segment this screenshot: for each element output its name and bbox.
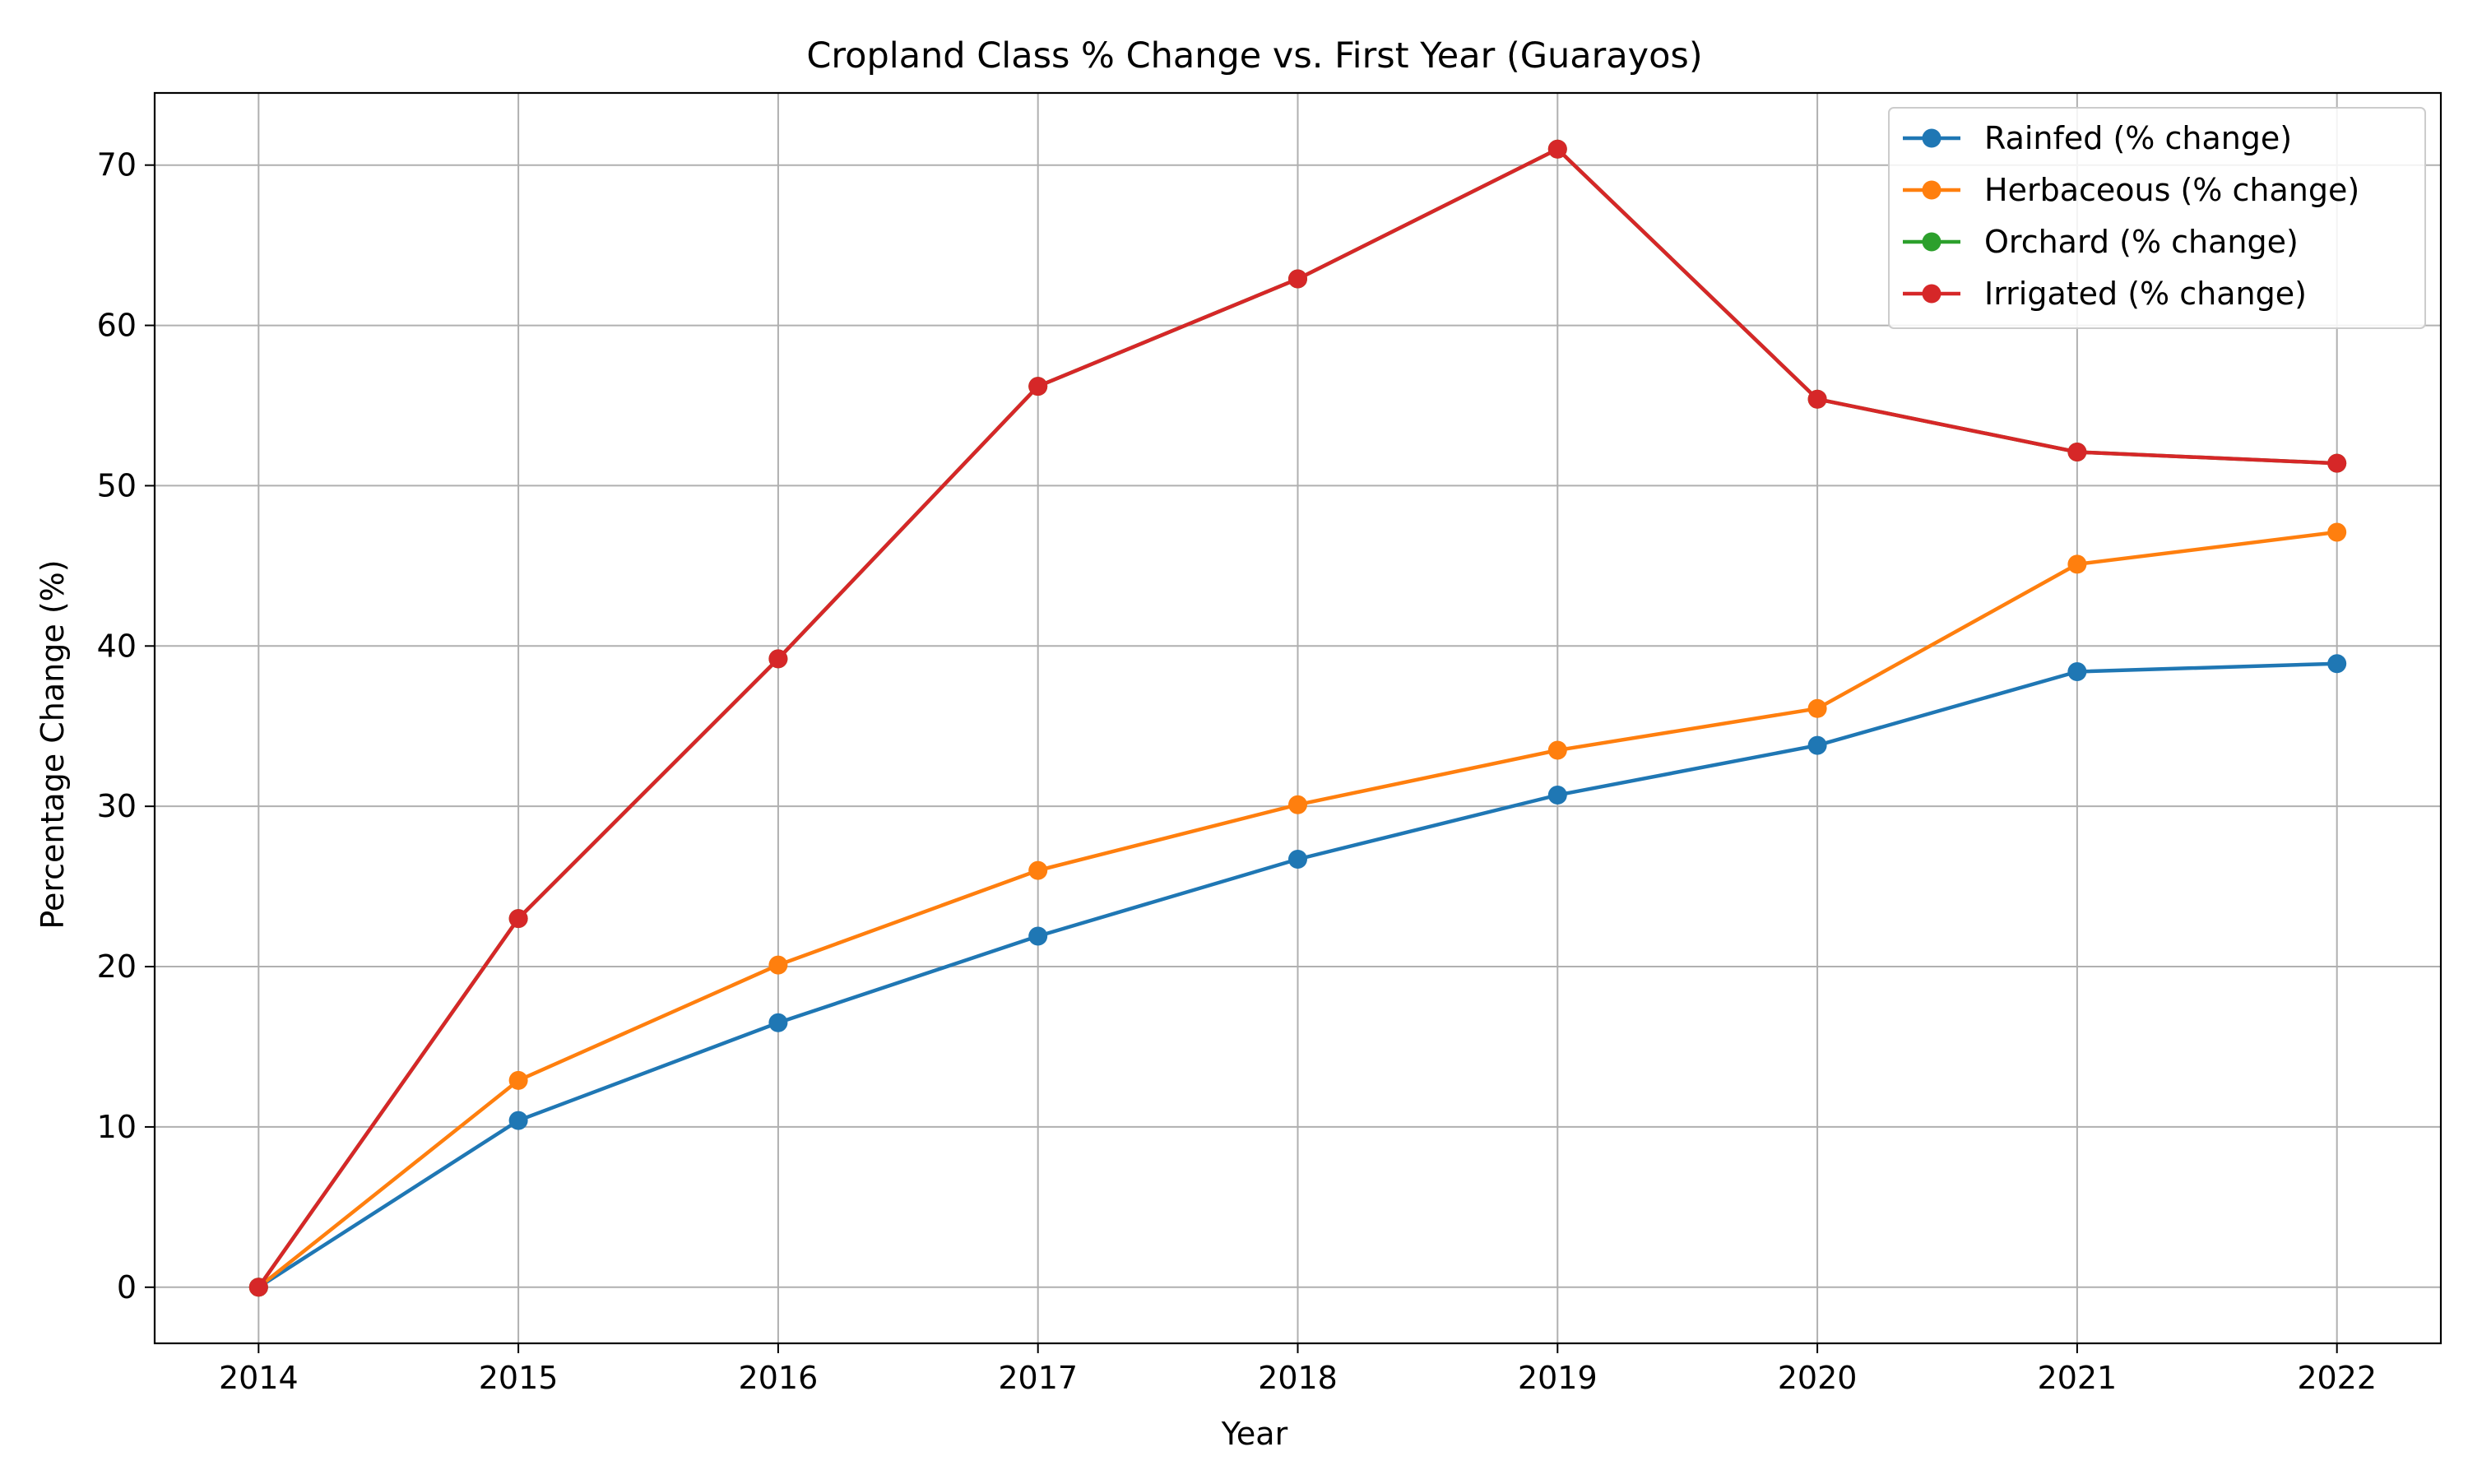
y-tick-label: 20 — [97, 948, 137, 985]
data-point — [2327, 654, 2347, 674]
data-point — [1288, 269, 1307, 289]
legend-item: Orchard (% change) — [1903, 224, 2299, 260]
y-tick-label: 0 — [117, 1269, 137, 1305]
legend-swatch-marker — [1922, 284, 1941, 304]
data-point — [1807, 698, 1827, 718]
legend-swatch-marker — [1922, 232, 1941, 252]
x-tick-label: 2015 — [479, 1360, 559, 1396]
legend-box — [1888, 107, 2426, 329]
data-point — [768, 649, 788, 669]
data-point — [1547, 740, 1567, 760]
data-point — [1288, 849, 1307, 869]
data-point — [2327, 522, 2347, 542]
y-tick-label: 40 — [97, 628, 137, 664]
data-point — [768, 955, 788, 975]
data-point — [1288, 795, 1307, 814]
data-point — [1547, 786, 1567, 805]
data-point — [1547, 139, 1567, 159]
data-point — [1028, 377, 1048, 397]
y-tick-label: 10 — [97, 1109, 137, 1145]
legend-label: Orchard (% change) — [1984, 224, 2299, 260]
legend-item: Rainfed (% change) — [1903, 120, 2292, 156]
legend-swatch-marker — [1922, 128, 1941, 148]
y-tick-label: 70 — [97, 147, 137, 183]
data-point — [2327, 453, 2347, 473]
x-tick-label: 2022 — [2297, 1360, 2377, 1396]
series-layer — [248, 139, 2347, 1297]
data-point — [2067, 554, 2087, 574]
x-tick-label: 2020 — [1778, 1360, 1858, 1396]
data-point — [1807, 389, 1827, 409]
data-point — [2067, 443, 2087, 462]
y-tick-label: 30 — [97, 788, 137, 824]
data-point — [508, 909, 528, 929]
axis-layer: 2014 2015 2016 2017 2018 2019 2020 2021 2022 0 10 2… — [97, 147, 2377, 1396]
data-point — [1028, 860, 1048, 880]
x-tick-label: 2016 — [739, 1360, 819, 1396]
data-point — [1028, 926, 1048, 946]
legend-item: Herbaceous (% change) — [1903, 172, 2359, 208]
x-tick-label: 2018 — [1258, 1360, 1338, 1396]
y-axis-label: Percentage Change (%) — [35, 559, 71, 929]
chart-title: Cropland Class % Change vs. First Year (… — [806, 35, 1702, 77]
legend: Rainfed (% change) Herbaceous (% change) O… — [1888, 107, 2426, 329]
x-axis-label: Year — [1221, 1416, 1288, 1452]
legend-label: Herbaceous (% change) — [1984, 172, 2359, 208]
y-tick-label: 60 — [97, 308, 137, 344]
x-tick-label: 2021 — [2038, 1360, 2118, 1396]
data-point — [508, 1111, 528, 1130]
y-tick-label: 50 — [97, 467, 137, 503]
data-point — [2067, 661, 2087, 681]
legend-item: Irrigated (% change) — [1903, 276, 2307, 312]
data-point — [508, 1070, 528, 1090]
x-tick-label: 2019 — [1518, 1360, 1598, 1396]
legend-label: Rainfed (% change) — [1984, 120, 2292, 156]
legend-swatch-marker — [1922, 180, 1941, 200]
x-tick-label: 2014 — [219, 1360, 299, 1396]
data-point — [1807, 735, 1827, 755]
data-point — [248, 1278, 268, 1297]
x-tick-label: 2017 — [998, 1360, 1078, 1396]
legend-label: Irrigated (% change) — [1984, 276, 2307, 312]
data-point — [768, 1013, 788, 1032]
series-4 — [248, 139, 2347, 1297]
